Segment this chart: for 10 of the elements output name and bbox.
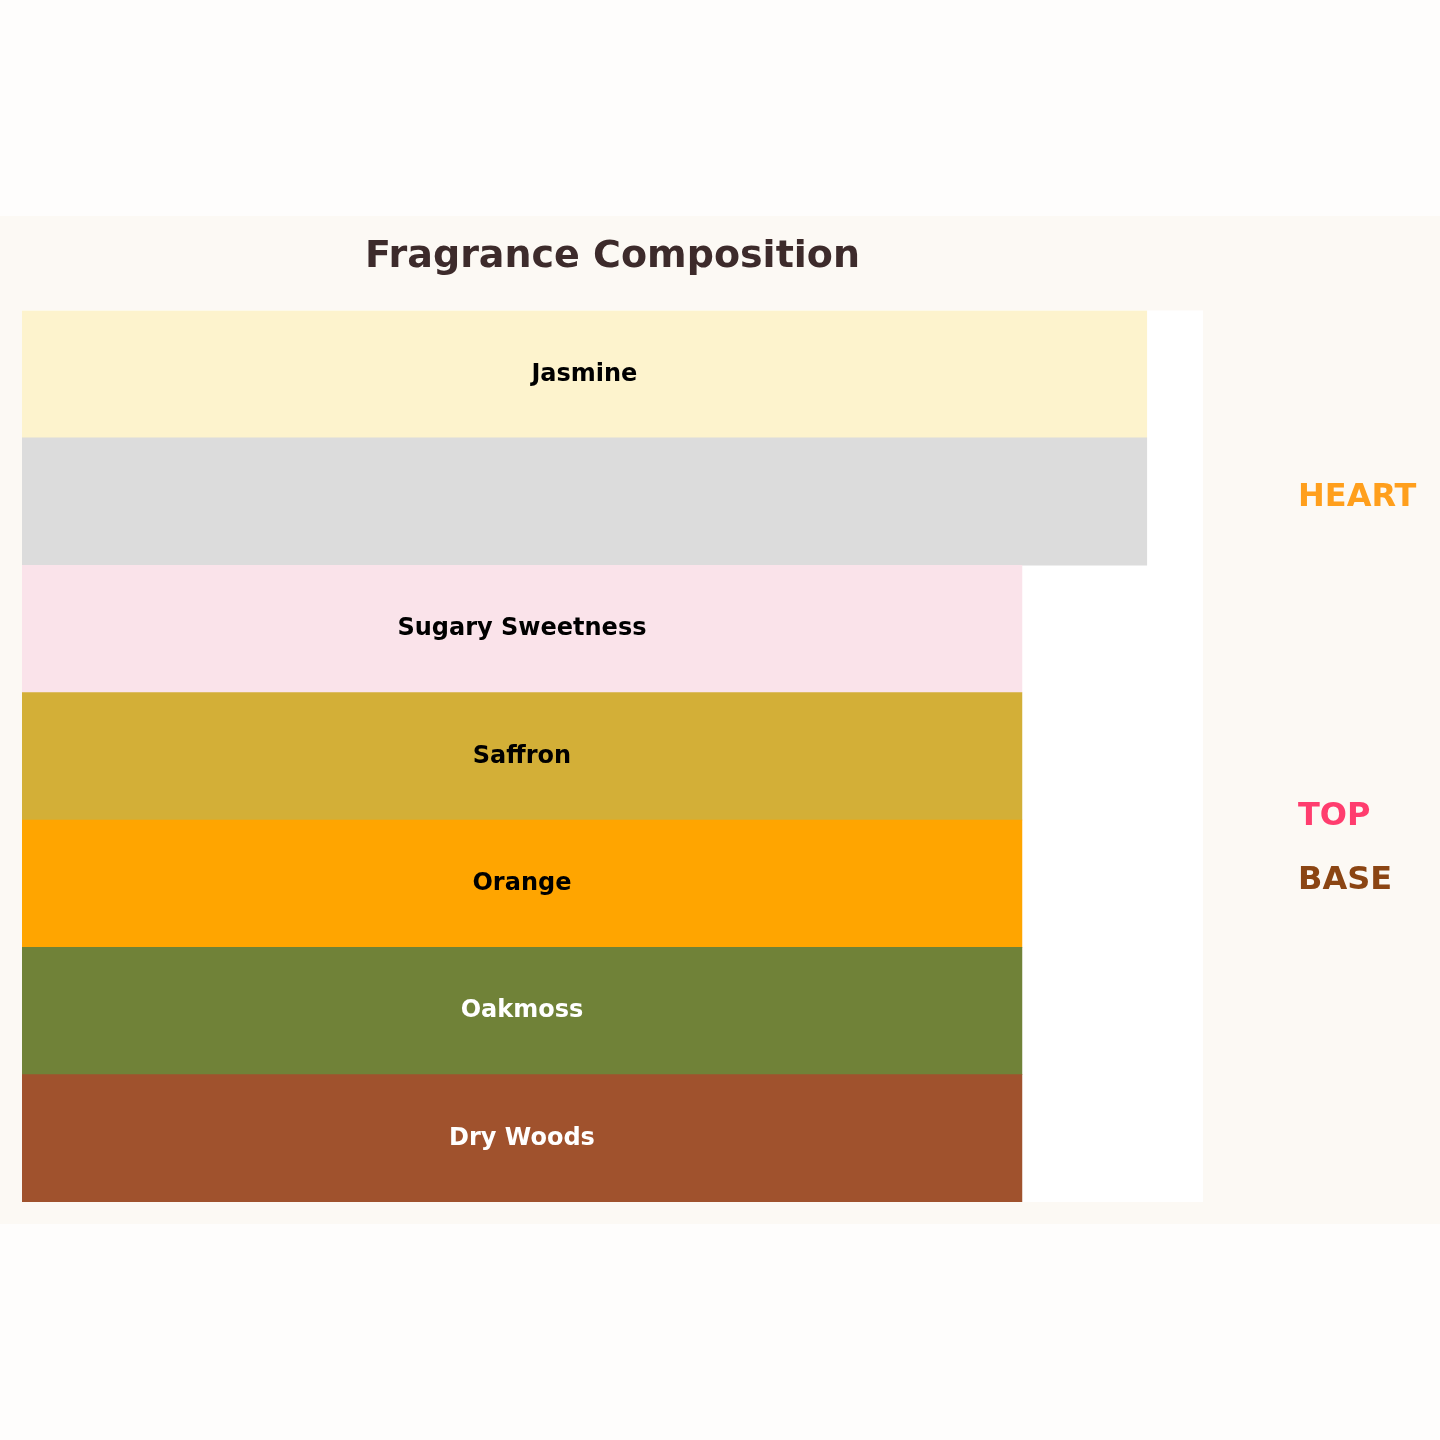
y-tick-label: Jasmine bbox=[529, 358, 638, 387]
text: BASE bbox=[1298, 859, 1393, 898]
y-tick-label: Dry Woods bbox=[449, 1122, 595, 1151]
y-tick-label: Oakmoss bbox=[460, 995, 584, 1024]
chart-title: Fragrance Composition bbox=[365, 231, 860, 276]
text: HEART bbox=[1298, 476, 1417, 515]
y-tick-label: Sugary Sweetness bbox=[397, 613, 647, 642]
text: TOP bbox=[1298, 795, 1371, 834]
y-tick-label: Saffron bbox=[472, 740, 572, 769]
y-tick-label: Orange bbox=[472, 867, 572, 896]
